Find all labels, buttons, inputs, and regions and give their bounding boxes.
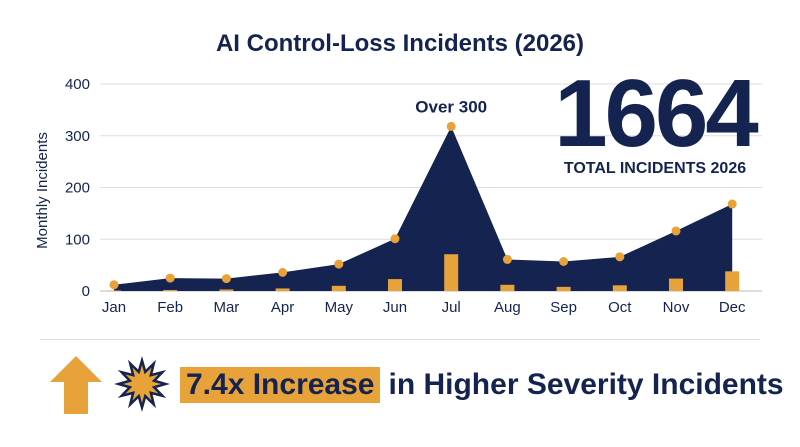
y-tick-label: 400 [65,76,90,93]
x-tick-label: Apr [271,299,294,316]
data-point [615,252,625,262]
y-tick-label: 200 [65,180,90,197]
y-axis-label: Monthly Incidents [34,132,51,249]
chart-title: AI Control-Loss Incidents (2026) [215,30,585,57]
area-series-monthly [114,126,733,291]
data-point [446,121,456,131]
x-tick-label: Oct [608,299,632,316]
severity-bar [612,285,627,291]
severity-bar [725,271,740,291]
data-point [278,267,288,277]
x-tick-label: Nov [663,299,690,316]
x-tick-label: Dec [719,299,746,316]
headline-text: in Higher Severity Incidents [388,368,784,401]
data-point [221,274,231,284]
y-tick-label: 300 [65,128,90,145]
x-tick-label: May [325,299,354,316]
x-tick-label: Sep [550,299,577,316]
y-tick-label: 0 [82,283,90,300]
severity-bar [275,288,290,291]
peak-annotation: Over 300 [415,97,487,116]
severity-bar [219,289,234,291]
x-tick-label: Aug [494,299,521,316]
severity-bar [388,279,402,291]
severity-bar [669,278,683,291]
chart-plot: 0 100 200 300 400 Monthly Incidents Jan Feb Mar A… [34,76,762,316]
severity-bar [556,286,571,291]
severity-bar [444,254,459,291]
x-tick-label: Jan [102,299,126,316]
data-point [727,199,737,209]
data-point [671,226,681,236]
x-tick-label: Jun [383,299,407,316]
data-point [502,254,512,264]
data-point [559,257,569,267]
severity-bar [163,289,178,291]
data-point [390,234,400,244]
up-arrow-icon [50,356,102,414]
total-incidents-number: 1664 [554,60,759,167]
headline: 7.4x Increase in Higher Severity Inciden… [180,367,784,403]
x-tick-label: Jul [442,299,461,316]
divider [40,339,760,340]
x-tick-label: Mar [213,299,239,316]
data-point [165,273,175,283]
data-point [109,280,119,290]
severity-bar [331,285,346,291]
headline-highlight: 7.4x Increase [180,367,381,403]
data-point [334,259,344,269]
x-tick-label: Feb [157,299,183,316]
y-tick-label: 100 [65,231,90,248]
starburst-icon [114,356,170,412]
severity-bar [107,290,121,291]
severity-bar [500,284,515,291]
total-incidents-label: TOTAL INCIDENTS 2026 [563,160,747,177]
